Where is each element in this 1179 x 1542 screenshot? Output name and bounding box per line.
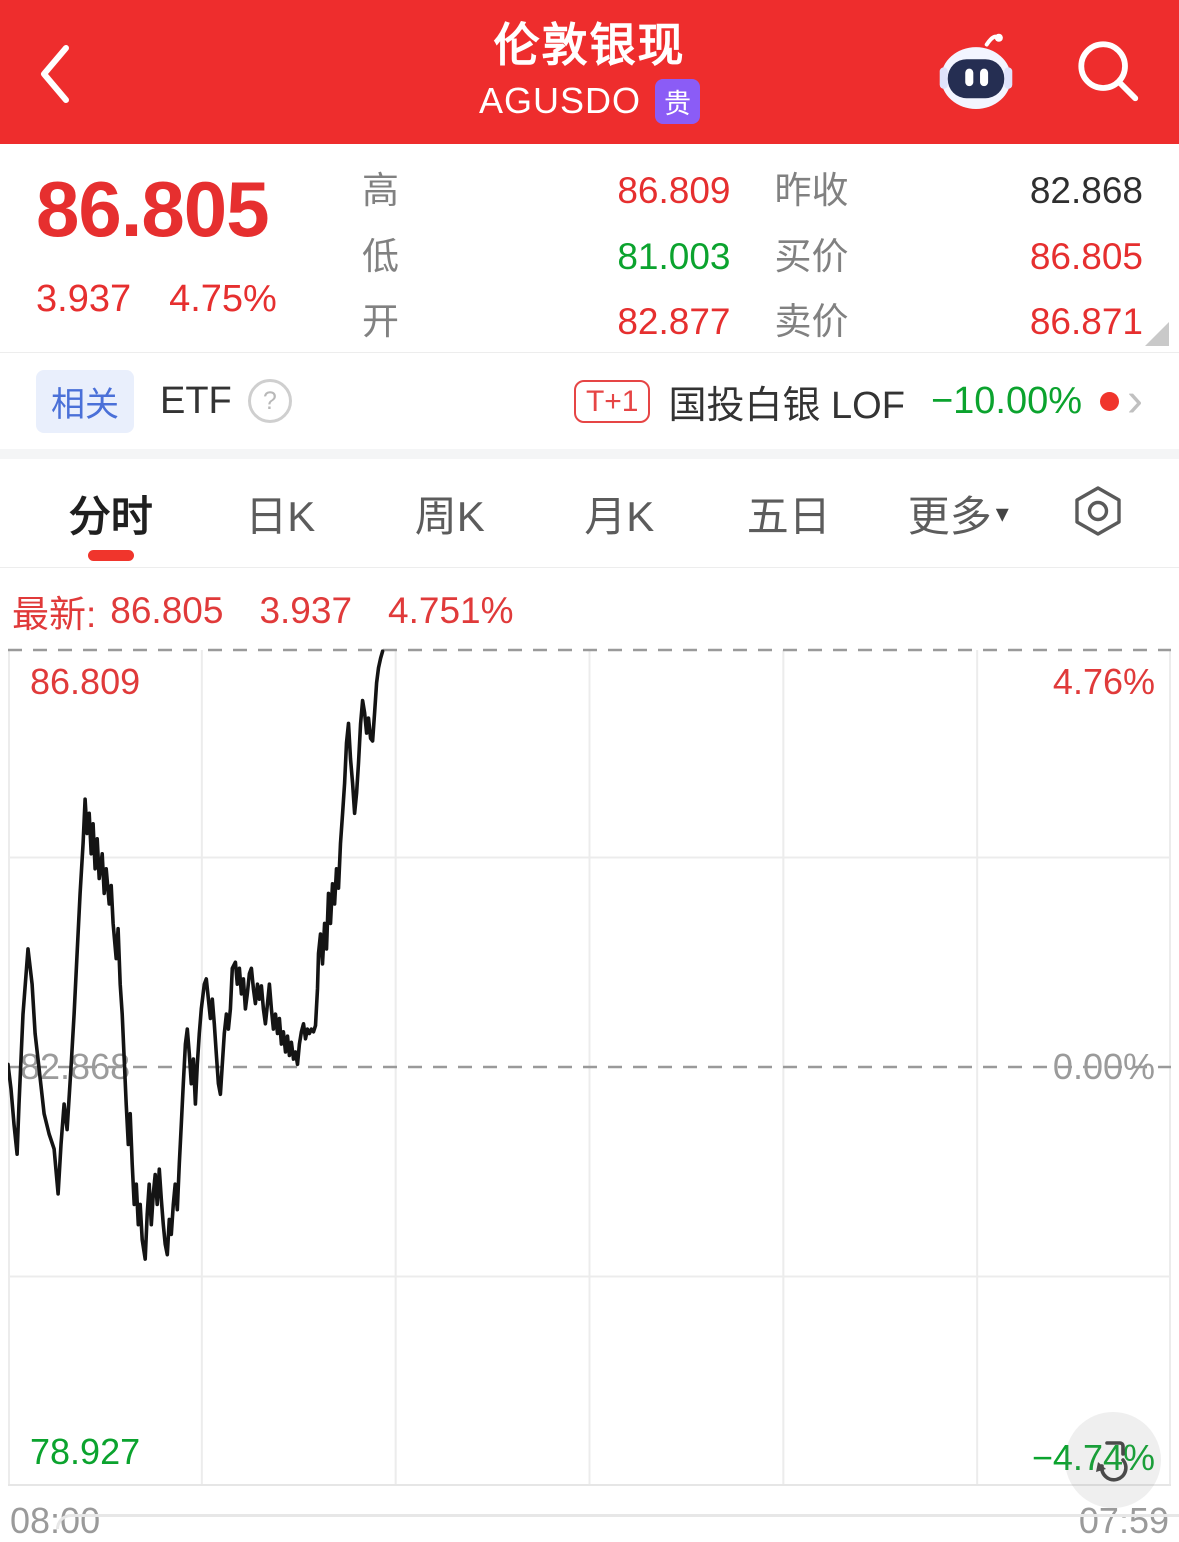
divider	[0, 567, 1179, 568]
symbol-code: AGUSDO	[478, 80, 642, 122]
search-icon	[1071, 34, 1143, 111]
chart-settings-button[interactable]	[1043, 483, 1153, 544]
latest-change: 3.937	[259, 590, 353, 631]
latest-readout: 最新: 86.805 3.937 4.751%	[0, 568, 1179, 648]
tab-five-day[interactable]: 五日	[746, 492, 831, 540]
last-price: 86.805	[36, 165, 270, 253]
axis-label-high-pct: 4.76%	[1052, 661, 1155, 702]
page-title: 伦敦银现	[493, 19, 686, 72]
axis-label-low: 78.927	[30, 1431, 141, 1472]
quote-stats: 高 86.809 低 81.003 开 82.877 昨收 82.868	[362, 170, 1144, 340]
caret-down-icon: ▾	[995, 497, 1009, 528]
bottom-sheet-edge	[56, 1514, 1179, 1529]
stat-ask: 卖价 86.871	[774, 301, 1144, 342]
quote-summary: 86.805 3.937 4.75% 高 86.809 低 81.003 开 8…	[0, 144, 1179, 352]
active-tab-underline	[87, 550, 134, 561]
axis-label-zero-pct: 0.00%	[1052, 1046, 1155, 1087]
help-question-icon[interactable]: ?	[247, 379, 292, 423]
latest-price: 86.805	[110, 590, 224, 631]
latest-label: 最新:	[12, 594, 97, 635]
tab-minute[interactable]: 分时	[26, 459, 196, 567]
tab-more[interactable]: 更多 ▾	[907, 492, 1009, 540]
tab-monthly-k[interactable]: 月K	[584, 492, 655, 540]
stat-high: 高 86.809	[362, 170, 731, 211]
related-name[interactable]: ETF	[160, 379, 232, 422]
fund-name: 国投白银 LOF	[668, 384, 905, 427]
notification-dot	[1100, 391, 1120, 411]
related-tag: 相关	[36, 369, 134, 433]
stat-prev-close: 昨收 82.868	[774, 170, 1144, 211]
axis-label-high: 86.809	[30, 661, 141, 702]
minute-chart-area[interactable]: 82.868 86.809 4.76% 0.00% 78.927 −4.74%	[8, 648, 1171, 1508]
related-fund-link[interactable]: T+1 国投白银 LOF −10.00% ›	[573, 373, 1143, 429]
assistant-robot-button[interactable]	[933, 27, 1019, 118]
related-etf-row: 相关 ETF ? T+1 国投白银 LOF −10.00% ›	[0, 353, 1179, 459]
price-change-pct: 4.75%	[169, 278, 277, 320]
minute-chart-svg	[8, 648, 1171, 1486]
app-header: 伦敦银现 AGUSDO 贵	[0, 0, 1179, 144]
robot-icon	[933, 27, 1019, 118]
divider	[0, 352, 1179, 353]
chevron-right-icon: ›	[1127, 373, 1143, 427]
search-button[interactable]	[1071, 34, 1143, 111]
rotate-screen-icon	[1089, 1434, 1137, 1487]
settings-hexagon-icon	[1070, 483, 1126, 544]
axis-label-low-pct: −4.74%	[1031, 1437, 1155, 1478]
fund-change-pct: −10.00%	[930, 379, 1083, 422]
price-change: 3.937	[36, 278, 132, 320]
stat-low: 低 81.003	[362, 235, 731, 277]
chart-period-tabs: 分时 日K 周K 月K 五日 更多 ▾	[0, 459, 1179, 567]
back-button[interactable]	[34, 42, 74, 106]
t-plus-1-badge: T+1	[573, 379, 651, 423]
tab-weekly-k[interactable]: 周K	[414, 492, 485, 540]
chevron-left-icon	[34, 45, 74, 110]
tab-daily-k[interactable]: 日K	[245, 492, 316, 540]
expand-stats-handle[interactable]	[1145, 322, 1169, 346]
premium-badge: 贵	[655, 78, 701, 124]
rotate-landscape-button[interactable]	[1065, 1412, 1161, 1508]
stat-open: 开 82.877	[362, 301, 731, 342]
stat-bid: 买价 86.805	[774, 235, 1144, 277]
latest-pct: 4.751%	[388, 590, 514, 631]
